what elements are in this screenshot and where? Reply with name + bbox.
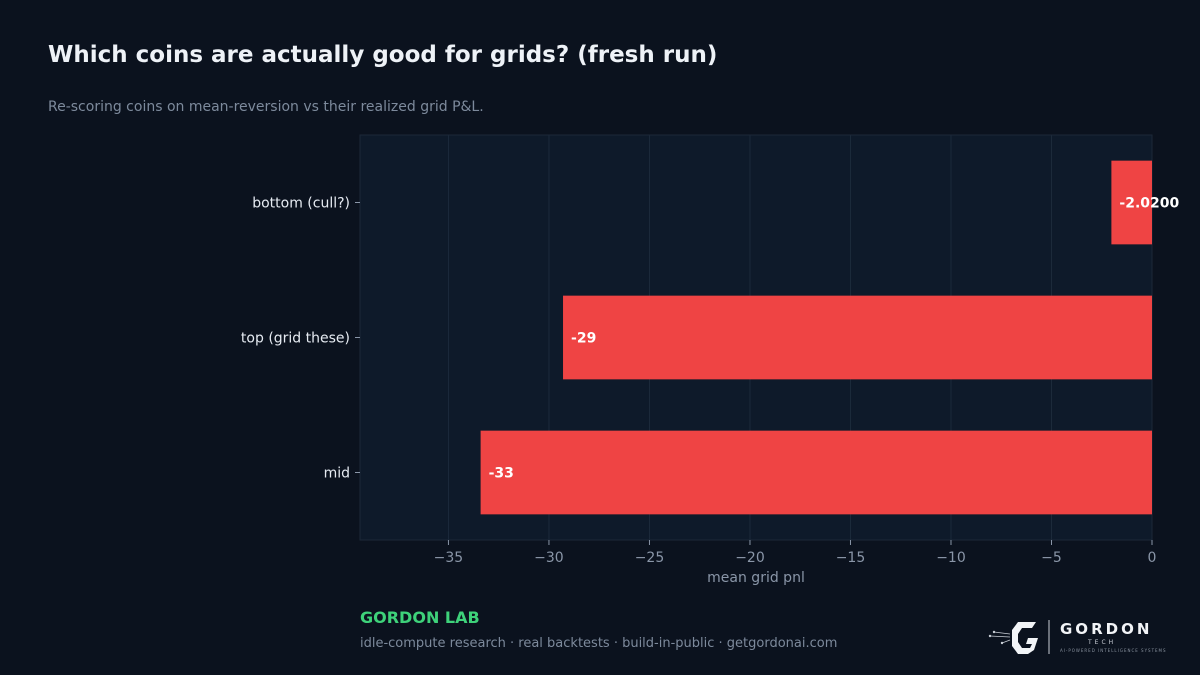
y-tick-label: bottom (cull?) xyxy=(252,196,350,212)
x-tick-label: −20 xyxy=(735,550,765,566)
x-axis-label: mean grid pnl xyxy=(707,570,805,586)
x-tick-label: −35 xyxy=(434,550,464,566)
brand-name: GORDON LAB xyxy=(360,608,480,627)
chart-subtitle: Re-scoring coins on mean-reversion vs th… xyxy=(48,99,484,115)
x-tick-label: −25 xyxy=(635,550,665,566)
data-label: -29 xyxy=(571,331,596,347)
bar xyxy=(563,295,1152,380)
y-tick-label: top (grid these) xyxy=(241,331,350,347)
logo-subtitle: TECH xyxy=(1088,639,1117,646)
x-tick-label: 0 xyxy=(1148,550,1157,566)
bar-chart: -2.0200 bottom (cull?) -29 top (grid these)… xyxy=(241,134,1179,586)
x-tick-label: −30 xyxy=(534,550,564,566)
logo-fineprint: AI-POWERED INTELLIGENCE SYSTEMS xyxy=(1060,648,1167,653)
logo-wordmark: GORDON xyxy=(1060,620,1153,638)
gordon-tech-logo: GORDON TECH AI-POWERED INTELLIGENCE SYST… xyxy=(988,616,1166,658)
x-tick-label: −15 xyxy=(836,550,866,566)
y-tick-label: mid xyxy=(324,466,350,482)
x-tick-label: −10 xyxy=(936,550,966,566)
brand-tagline: idle-compute research · real backtests ·… xyxy=(360,636,838,651)
data-label: -33 xyxy=(489,466,514,482)
bar xyxy=(480,430,1152,515)
g-logo-icon xyxy=(988,620,1050,654)
x-tick-label: −5 xyxy=(1041,550,1062,566)
chart-title: Which coins are actually good for grids?… xyxy=(48,42,718,68)
bar xyxy=(1111,160,1152,245)
data-label: -2.0200 xyxy=(1119,196,1179,212)
